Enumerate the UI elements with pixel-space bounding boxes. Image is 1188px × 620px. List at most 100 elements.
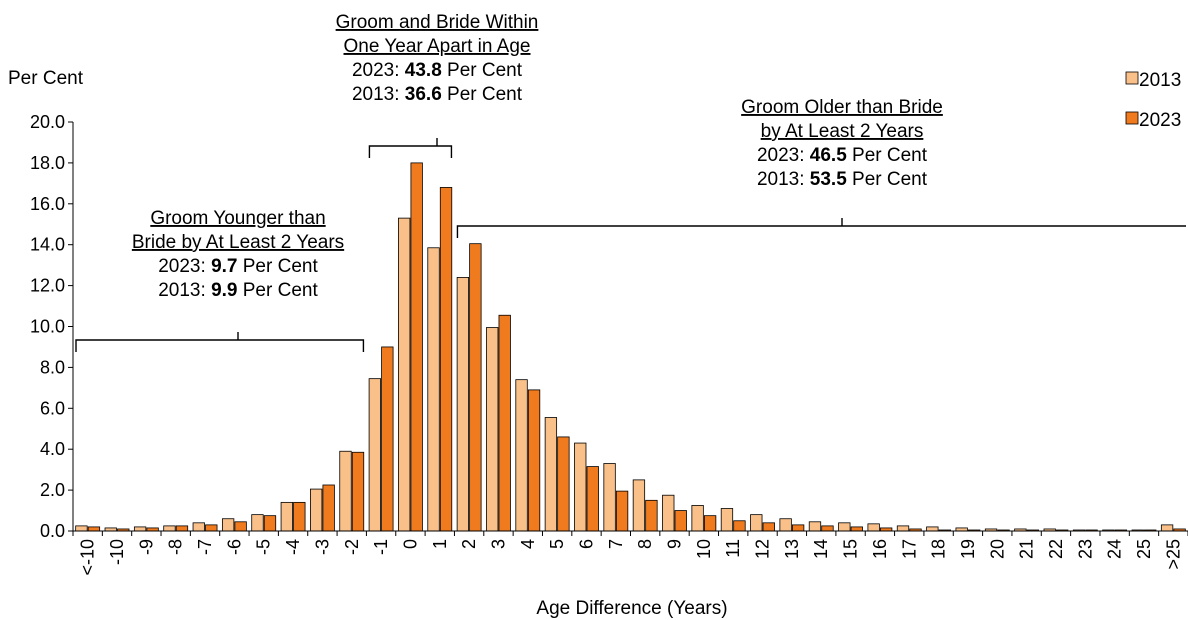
annotation-value-line: 2013: 9.9 Per Cent	[158, 280, 318, 301]
x-tick-label: 22	[1046, 539, 1066, 559]
bar-2023-1	[439, 187, 453, 532]
x-tick-label: 6	[576, 539, 596, 549]
x-tick-label: 1	[430, 539, 450, 549]
bar-2023-10	[703, 515, 717, 532]
bar-2013--2	[339, 450, 352, 532]
plot-area: 0.0 2.0 4.0 6.0 8.0 10.0 12.0 14.0 16.0 18.0 2 0.0 …	[30, 112, 1188, 576]
y-tick-label: 2.0	[40, 480, 65, 500]
bar-2013-15	[838, 522, 851, 532]
bar-2013-17	[896, 525, 910, 532]
bar-2013-5	[544, 417, 558, 532]
x-tick-label: 7	[606, 539, 626, 549]
x-tick-label: 4	[518, 539, 538, 549]
annotation-bracket	[456, 225, 1186, 238]
x-tick-label: 18	[929, 539, 949, 559]
bar-2013->25	[1160, 524, 1174, 532]
x-tick-label: 13	[782, 539, 802, 559]
bar-2013-16	[867, 523, 880, 532]
x-tick-label: 20	[987, 539, 1007, 559]
x-tick-label: <-10	[78, 539, 98, 576]
bar-2013-11	[720, 508, 734, 532]
x-tick-label: 0	[400, 539, 420, 549]
x-tick-label: -7	[195, 539, 215, 555]
bar-2023-8	[645, 499, 658, 532]
y-tick-label: 6.0	[40, 398, 65, 418]
annotation-bracket	[368, 145, 453, 158]
bar-2013-9	[662, 494, 675, 532]
x-tick-label: -2	[342, 539, 362, 555]
x-tick-label: 15	[841, 539, 861, 559]
bar-2023-15	[850, 526, 863, 532]
bar-2013--7	[192, 522, 205, 532]
bar-2023--7	[205, 524, 218, 532]
bar-2013--1	[368, 378, 381, 532]
x-tick-label: 9	[665, 539, 685, 549]
x-tick-label: -1	[371, 539, 391, 555]
bar-2023--5	[263, 515, 277, 532]
annotations-group: Groom Younger than Bride by At Least 2 Ye…	[75, 12, 1186, 352]
bar-2013-13	[779, 518, 792, 532]
x-tick-label: 5	[547, 539, 567, 549]
x-tick-label: 25	[1134, 539, 1154, 559]
x-tick-label: -10	[107, 539, 127, 565]
bar-2013--3	[310, 488, 323, 532]
bars-group	[75, 162, 1186, 532]
y-tick-label: 16.0	[30, 194, 65, 214]
bar-2023-13	[791, 524, 805, 532]
bar-2023-2	[469, 243, 482, 532]
annotation-value-line: 2013: 53.5 Per Cent	[757, 169, 928, 190]
annotation-heading: by At Least 2 Years	[761, 121, 924, 142]
legend-swatch-2023	[1125, 111, 1139, 125]
bar-2023--6	[234, 521, 247, 532]
bar-2013-7	[603, 463, 616, 532]
annotation-heading: Groom Older than Bride	[741, 97, 943, 118]
bar-2023-6	[586, 466, 599, 532]
legend-label: 2023	[1139, 110, 1181, 131]
bar-2013-18	[926, 526, 939, 532]
x-tick-label: 14	[811, 539, 831, 559]
annotation-value-line: 2023: 9.7 Per Cent	[158, 256, 318, 277]
annotation-heading: Groom Younger than	[150, 208, 325, 229]
x-tick-label: 8	[635, 539, 655, 549]
bar-2013-1	[427, 247, 440, 532]
bar-2013-2	[456, 277, 470, 532]
bar-2023-9	[674, 510, 687, 532]
y-tick-label: 20.0	[30, 112, 65, 132]
x-tick-label: -3	[312, 539, 332, 555]
x-tick-label: 3	[488, 539, 508, 549]
y-tick-label: 10.0	[30, 317, 65, 337]
x-tick-label: -6	[224, 539, 244, 555]
y-tick-label: 14.0	[30, 235, 65, 255]
x-tick-label: >25	[1163, 539, 1183, 570]
y-tick-label: 18.0	[30, 153, 65, 173]
x-tick-label: 17	[899, 539, 919, 559]
bar-2023-11	[733, 520, 746, 532]
x-tick-label: 10	[694, 539, 714, 559]
bar-2023-4	[527, 389, 541, 532]
bar-2013-8	[632, 479, 646, 532]
bar-2013-14	[808, 521, 822, 532]
bar-2023-5	[557, 436, 570, 532]
x-tick-label: -5	[254, 539, 274, 555]
legend: 2013 2023	[1125, 70, 1181, 131]
bar-2013--9	[133, 526, 147, 532]
y-tick-label: 12.0	[30, 276, 65, 296]
bar-2013--8	[163, 525, 176, 532]
bar-2023--8	[175, 525, 189, 532]
bar-2013--5	[251, 514, 264, 532]
legend-swatch-2013	[1125, 71, 1139, 85]
y-tick-labels: 0.0 2.0 4.0 6.0 8.0 10.0 12.0 14.0 16.0 18.0 20.0	[30, 112, 65, 541]
bar-2023--4	[293, 501, 306, 532]
annotation-heading: Bride by At Least 2 Years	[132, 232, 344, 253]
bar-2023--3	[322, 484, 335, 532]
annotation-heading: One Year Apart in Age	[344, 36, 531, 57]
x-tick-label: -8	[166, 539, 186, 555]
annotation-value-line: 2023: 43.8 Per Cent	[352, 60, 523, 81]
bar-2023--2	[351, 451, 365, 532]
bar-2013-12	[750, 514, 763, 532]
x-tick-label: 23	[1075, 539, 1095, 559]
bar-2023-7	[615, 490, 629, 532]
x-tick-label: 2	[459, 539, 479, 549]
bar-2023-12	[762, 522, 775, 532]
